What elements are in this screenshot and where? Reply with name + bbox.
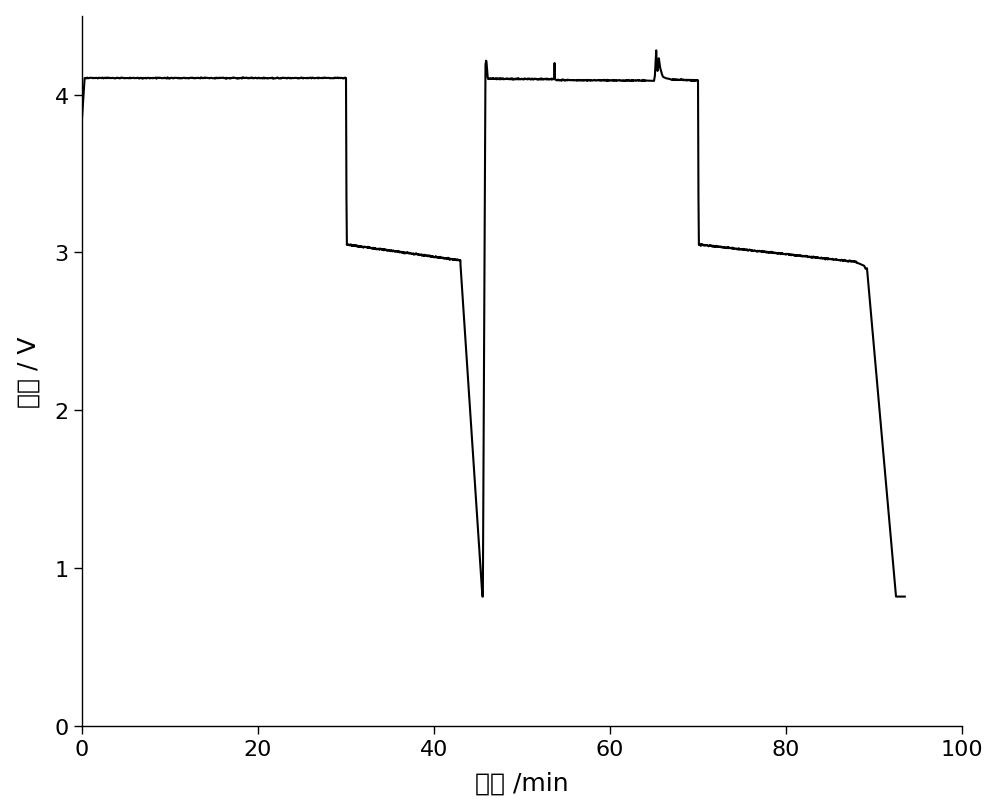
Y-axis label: 电压 / V: 电压 / V (17, 336, 41, 407)
X-axis label: 电流 /min: 电流 /min (475, 770, 569, 794)
